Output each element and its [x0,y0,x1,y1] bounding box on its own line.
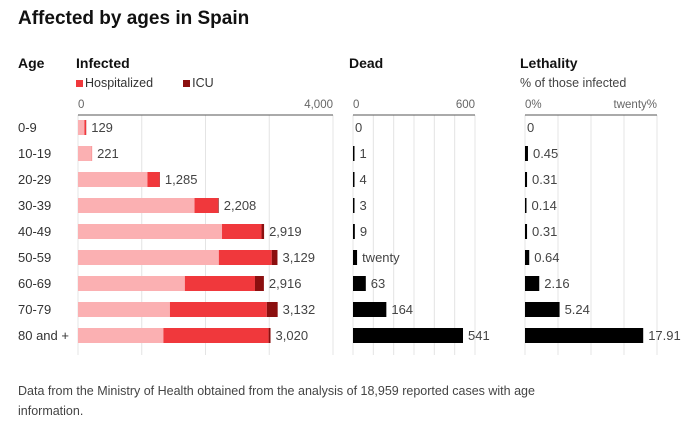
dead-bar [353,302,387,317]
infected-bar [78,276,185,291]
infected-bar [78,120,85,135]
infected-value-label: 2,919 [269,224,302,239]
lethality-bar [525,276,540,291]
dead-tick-label: 600 [456,99,475,111]
infected-value-label: 2,208 [224,198,257,213]
hospitalized-bar [169,302,267,317]
dead-bar [353,146,355,161]
lethality-bar [525,250,530,265]
lethality-value-label: 0.31 [532,172,557,187]
infected-bar [78,198,195,213]
lethality-bar [525,302,560,317]
dead-value-label: 164 [391,302,413,317]
lethality-bar [525,328,644,343]
dead-value-label: 9 [360,224,367,239]
hospitalized-swatch [76,80,83,88]
age-label: 10-19 [18,146,51,161]
age-label: 60-69 [18,276,51,291]
infected-value-label: 129 [91,120,113,135]
icu-bar [271,250,278,265]
dead-bar [353,224,355,239]
lethality-bar [525,146,528,161]
age-label: 20-29 [18,172,51,187]
infected-bar [78,328,164,343]
hospitalized-bar [184,276,255,291]
icu-bar [268,328,271,343]
hospitalized-bar [222,224,262,239]
age-label: 40-49 [18,224,51,239]
age-label: 0-9 [18,120,37,135]
dead-header: Dead [349,55,384,71]
infected-value-label: 3,132 [283,302,316,317]
icu-bar [254,276,264,291]
dead-value-label: 4 [360,172,367,187]
infected-value-label: 221 [97,146,119,161]
infected-bar [78,224,223,239]
dead-value-label: 63 [371,276,385,291]
dead-value-label: 541 [468,328,490,343]
infected-bar [78,146,92,161]
hospitalized-bar [194,198,219,213]
icu-bar [218,198,219,213]
lethality-bar [525,172,528,187]
age-label: 80 and + [18,328,69,343]
infected-value-label: 3,020 [276,328,309,343]
dead-bar [353,172,355,187]
lethality-bar [525,198,527,213]
hospitalized-bar [218,250,272,265]
lethality-value-label: 0 [527,120,534,135]
legend: Hospitalized ICU [76,76,214,90]
lethality-value-label: 0.14 [532,198,557,213]
source-note: Data from the Ministry of Health obtaine… [18,384,535,418]
dead-bar [353,250,358,265]
infected-tick-label: 0 [78,99,84,111]
hospitalized-bar [163,328,269,343]
lethality-tick-label: 0% [525,99,542,111]
infected-bar [78,250,219,265]
chart-title: Affected by ages in Spain [18,8,250,29]
icu-swatch [183,80,191,88]
lethality-value-label: 5.24 [565,302,590,317]
infected-header: Infected [76,55,130,71]
age-header: Age [18,55,45,71]
infected-bar [78,172,148,187]
infected-tick-label: 4,000 [304,99,333,111]
dead-bar [353,328,464,343]
infected-value-label: 1,285 [165,172,198,187]
hospitalized-bar [84,120,87,135]
legend-item-hospitalized: Hospitalized [76,76,153,90]
dead-value-label: 3 [360,198,367,213]
age-label: 50-59 [18,250,51,265]
infected-value-label: 3,129 [282,250,315,265]
lethality-value-label: 0.31 [532,224,557,239]
dead-value-label: 1 [360,146,367,161]
lethality-value-label: 2.16 [544,276,569,291]
icu-bar [266,302,278,317]
infected-bar [78,302,170,317]
infected-value-label: 2,916 [269,276,302,291]
lethality-subtitle: % of those infected [520,76,627,90]
age-label: 30-39 [18,198,51,213]
age-label: 70-79 [18,302,51,317]
dead-tick-label: 0 [353,99,359,111]
dead-value-label: twenty [362,250,400,265]
lethality-tick-label: twenty% [614,99,657,111]
lethality-value-label: 0.64 [534,250,559,265]
lethality-value-label: 17.91 [648,328,681,343]
lethality-header: Lethality [520,55,578,71]
legend-item-icu: ICU [183,76,214,90]
dead-value-label: 0 [355,120,362,135]
dead-bar [353,198,355,213]
icu-bar [261,224,265,239]
lethality-value-label: 0.45 [533,146,558,161]
hospitalized-bar [147,172,160,187]
lethality-bar [525,224,528,239]
dead-bar [353,276,366,291]
